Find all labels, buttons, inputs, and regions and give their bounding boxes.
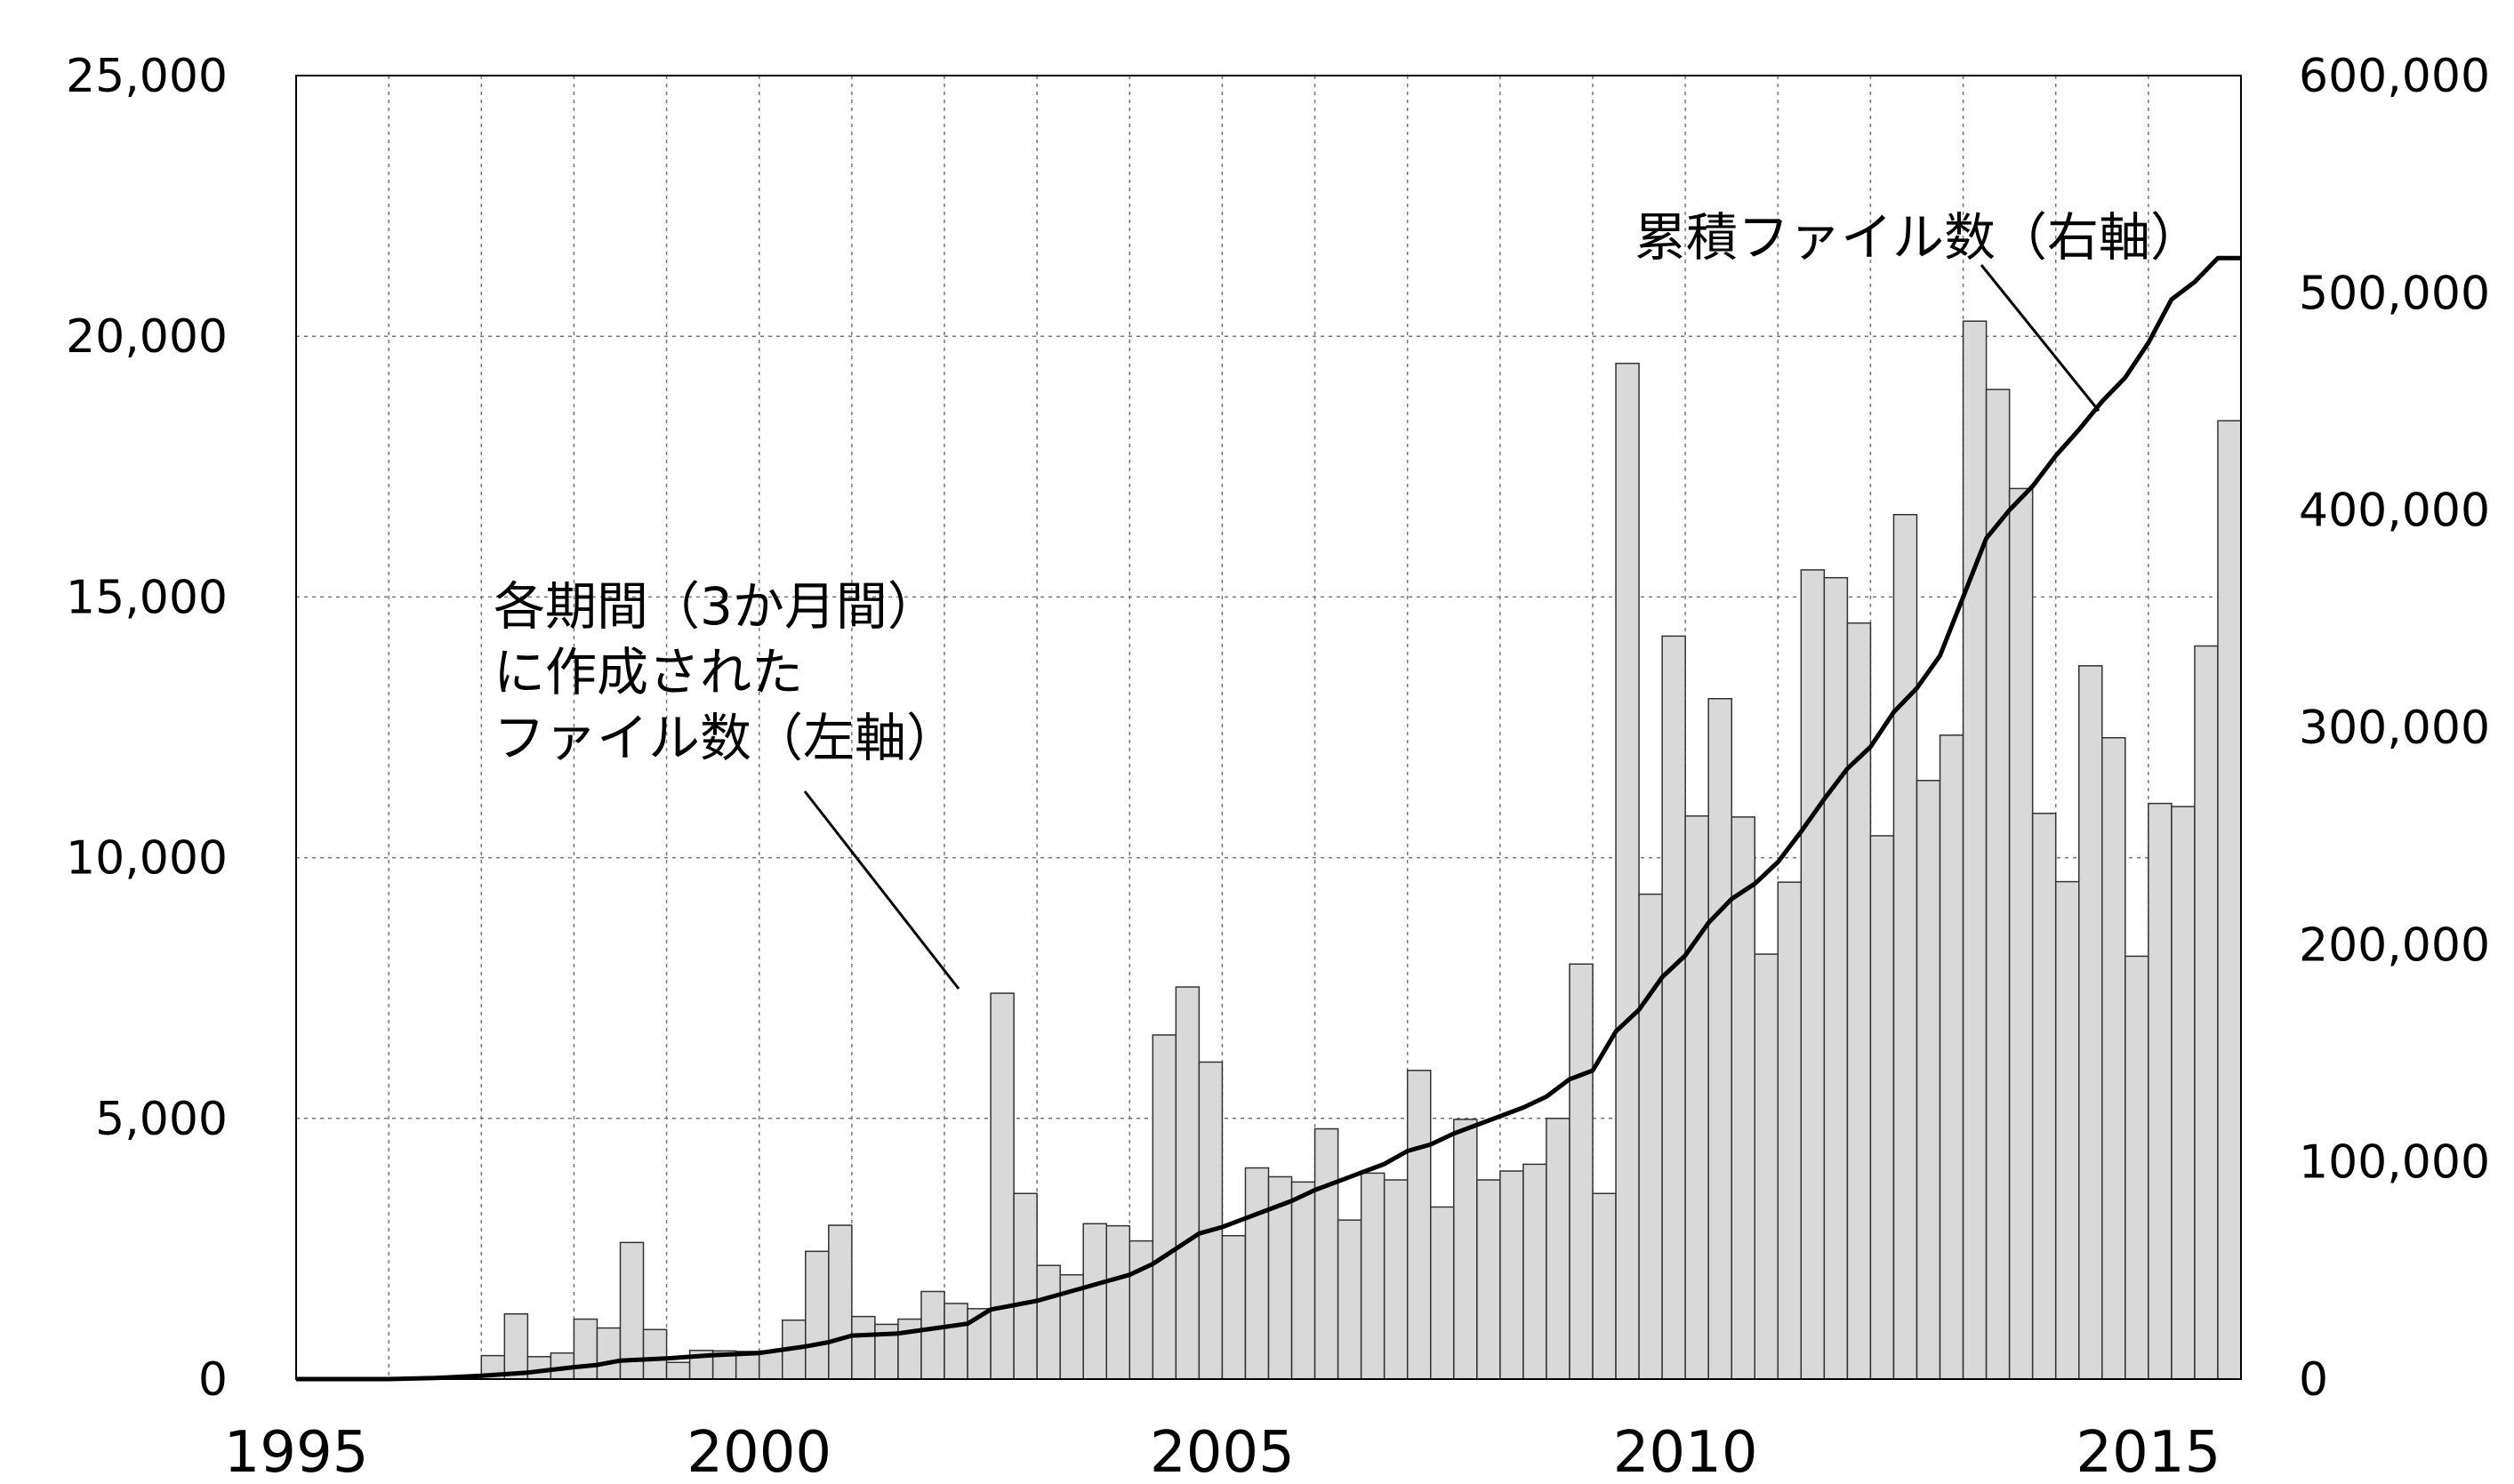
bar xyxy=(1082,1223,1107,1380)
bar xyxy=(1360,1172,1386,1380)
bar xyxy=(851,1315,876,1380)
bar xyxy=(1476,1179,1501,1380)
left-tick-label: 5,000 xyxy=(95,1093,228,1146)
left-tick-label: 20,000 xyxy=(66,310,228,364)
x-tick-label: 2010 xyxy=(1613,1420,1758,1484)
left-tick-label: 15,000 xyxy=(66,571,228,624)
bar xyxy=(1892,513,1918,1380)
bar xyxy=(1244,1167,1270,1380)
bar xyxy=(1615,362,1640,1380)
bar xyxy=(642,1328,668,1380)
bar xyxy=(1036,1264,1061,1380)
x-tick-label: 1995 xyxy=(224,1420,369,1484)
bar xyxy=(1638,893,1663,1380)
bar xyxy=(944,1303,968,1380)
bar xyxy=(1383,1179,1409,1380)
bar xyxy=(2124,955,2149,1380)
bar xyxy=(1939,734,1964,1380)
bar xyxy=(1823,576,1849,1380)
right-tick-label: 200,000 xyxy=(2299,918,2490,972)
bar xyxy=(2217,420,2242,1380)
bar xyxy=(526,1356,552,1380)
bar xyxy=(2101,736,2126,1380)
bar xyxy=(1546,1118,1570,1380)
bar xyxy=(2031,813,2057,1380)
cumulative-line xyxy=(296,255,2241,1382)
annotation-bars-line-3: ファイル数（左軸） xyxy=(494,708,958,768)
bar xyxy=(1962,320,1988,1380)
bar xyxy=(1152,1034,1177,1380)
left-tick-label: 0 xyxy=(198,1353,228,1407)
bar xyxy=(1430,1206,1455,1380)
left-tick-label: 10,000 xyxy=(66,832,228,886)
bar xyxy=(2008,487,2034,1380)
bar xyxy=(2171,806,2196,1380)
bar xyxy=(2148,802,2173,1380)
right-axis-ticks: 0 100,000 200,000 300,000 400,000 500,000 600,… xyxy=(2299,50,2490,1407)
bar xyxy=(828,1224,853,1380)
annotation-leader-line xyxy=(1980,264,2100,412)
right-tick-label: 400,000 xyxy=(2299,485,2490,538)
annotation-leader-bars xyxy=(803,790,960,990)
bar xyxy=(1453,1119,1478,1380)
right-tick-label: 0 xyxy=(2299,1353,2328,1407)
bar xyxy=(1800,569,1826,1380)
bar xyxy=(2194,645,2219,1380)
bar xyxy=(1013,1192,1038,1380)
bar xyxy=(1313,1127,1339,1380)
bar xyxy=(1777,881,1803,1380)
bar xyxy=(1846,622,1872,1380)
x-tick-label: 2005 xyxy=(1150,1420,1295,1484)
annotation-bars: 各期間（3か月間） に作成された ファイル数（左軸） xyxy=(494,576,958,768)
bar xyxy=(1499,1170,1524,1380)
left-axis-ticks: 0 5,000 10,000 15,000 20,000 25,000 xyxy=(66,50,228,1407)
bar xyxy=(503,1312,529,1380)
bar xyxy=(2078,665,2103,1380)
bar xyxy=(1661,635,1686,1380)
bar xyxy=(1221,1234,1247,1380)
bar xyxy=(805,1250,830,1380)
bar xyxy=(1731,816,1755,1380)
bar xyxy=(1175,986,1201,1380)
bar xyxy=(920,1290,945,1380)
right-tick-label: 100,000 xyxy=(2299,1136,2490,1190)
plot-frame xyxy=(295,75,2242,1380)
annotation-bars-line-1: 各期間（3か月間） xyxy=(494,576,939,637)
left-tick-label: 25,000 xyxy=(66,50,228,103)
bar xyxy=(1198,1061,1224,1380)
bar xyxy=(1916,780,1941,1380)
bar xyxy=(990,992,1015,1380)
bar xyxy=(1406,1070,1432,1380)
x-tick-label: 2000 xyxy=(687,1420,831,1484)
bar xyxy=(1337,1219,1362,1380)
bar xyxy=(1985,389,2011,1380)
annotation-line: 累積ファイル数（右軸） xyxy=(1635,207,2202,268)
bar xyxy=(1684,814,1709,1380)
bar xyxy=(1592,1192,1617,1380)
bar xyxy=(665,1361,691,1380)
bar xyxy=(1290,1181,1316,1380)
annotation-line-text: 累積ファイル数（右軸） xyxy=(1635,207,2202,268)
x-tick-label: 2015 xyxy=(2076,1420,2221,1484)
right-tick-label: 600,000 xyxy=(2299,50,2490,103)
bar xyxy=(758,1350,783,1380)
bar xyxy=(1522,1163,1547,1380)
right-tick-label: 500,000 xyxy=(2299,267,2490,320)
bar xyxy=(1707,697,1732,1380)
bar xyxy=(1869,835,1895,1380)
bar xyxy=(596,1327,622,1380)
bar xyxy=(1569,963,1594,1380)
right-tick-label: 300,000 xyxy=(2299,702,2490,755)
bar xyxy=(897,1318,922,1380)
bar xyxy=(1105,1224,1131,1380)
bar xyxy=(2054,880,2080,1380)
bar xyxy=(573,1318,598,1380)
bar xyxy=(1128,1239,1154,1380)
bar xyxy=(1754,953,1779,1380)
annotation-bars-line-2: に作成された xyxy=(494,642,803,702)
x-axis-ticks: 1995 2000 2005 2010 2015 xyxy=(224,1420,2221,1484)
